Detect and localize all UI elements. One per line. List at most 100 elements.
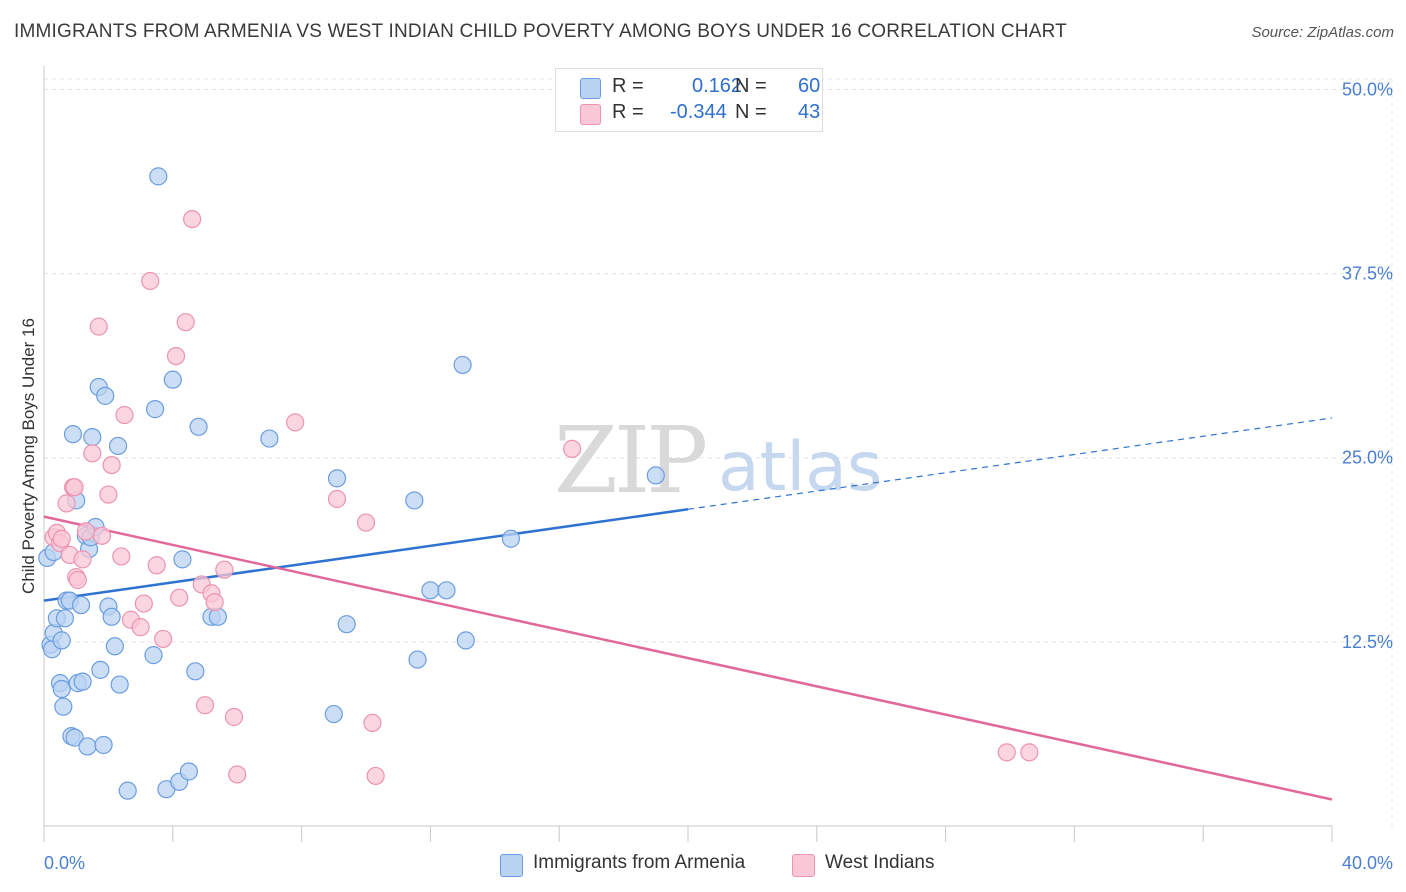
west-indians-point xyxy=(52,529,71,548)
armenia-swatch xyxy=(500,854,523,877)
y-tick-label: 50.0% xyxy=(1342,79,1393,99)
west-indians-point xyxy=(83,444,102,463)
west-indians-point xyxy=(205,592,224,612)
armenia-point xyxy=(96,386,115,405)
armenia-point xyxy=(144,646,163,665)
armenia-point xyxy=(421,581,440,600)
armenia-point xyxy=(55,609,75,628)
armenia-point xyxy=(456,631,475,650)
west-indians-point xyxy=(73,550,92,569)
armenia-point xyxy=(145,400,165,419)
watermark: ZIP atlas xyxy=(554,407,882,514)
armenia-point xyxy=(405,491,424,510)
data-points xyxy=(38,167,1039,800)
west-indians-point xyxy=(363,713,382,732)
source-credit: Source: ZipAtlas.com xyxy=(1251,24,1394,41)
west-indians-point xyxy=(134,594,153,613)
armenia-point xyxy=(149,167,168,186)
r-value: -0.344 xyxy=(670,101,727,123)
armenia-point xyxy=(52,631,71,650)
armenia-point xyxy=(71,595,91,615)
armenia-point xyxy=(260,429,279,448)
armenia-point xyxy=(83,428,102,447)
armenia-point xyxy=(208,607,227,626)
west-indians-point xyxy=(65,478,84,497)
armenia-point xyxy=(65,728,84,747)
n-value: 43 xyxy=(798,101,821,123)
west-indians-point xyxy=(166,346,186,366)
armenia-point xyxy=(110,675,129,694)
armenia-trend-extension xyxy=(687,417,1333,510)
west-indians-point xyxy=(89,317,108,336)
west-indians-point xyxy=(286,413,305,432)
x-tick-label: 0.0% xyxy=(44,853,85,873)
armenia-point xyxy=(52,679,71,699)
armenia-point xyxy=(646,466,665,485)
west-indians-point xyxy=(112,547,131,566)
armenia-swatch xyxy=(580,78,601,99)
armenia-point xyxy=(94,735,113,755)
svg-text:atlas: atlas xyxy=(718,428,882,507)
armenia-point xyxy=(324,704,343,724)
r-label: R = xyxy=(612,75,644,97)
armenia-point xyxy=(189,417,208,436)
west-indians-point xyxy=(57,494,76,513)
west-indians-point xyxy=(356,513,376,532)
armenia-point xyxy=(73,672,92,691)
armenia-point xyxy=(501,529,520,548)
west-indians-point xyxy=(997,743,1016,762)
west-indians-point xyxy=(92,526,112,545)
west-indians-point xyxy=(366,766,385,786)
west-indians-point xyxy=(131,618,150,637)
n-value: 60 xyxy=(798,75,821,97)
trend-lines xyxy=(43,417,1333,801)
west-indians-point xyxy=(141,271,160,291)
west-indians-point xyxy=(176,313,195,332)
x-tick-label: 40.0% xyxy=(1342,853,1393,873)
west-indians-point xyxy=(562,439,582,458)
armenia-point xyxy=(186,662,205,681)
west-indians-swatch xyxy=(580,104,601,125)
west-indians-trend-line xyxy=(43,515,1333,801)
legend-label: Immigrants from Armenia xyxy=(533,852,746,873)
west-indians-swatch xyxy=(792,854,815,877)
armenia-point xyxy=(437,581,456,600)
y-axis-label: Child Poverty Among Boys Under 16 xyxy=(19,318,38,594)
svg-text:ZIP: ZIP xyxy=(554,407,705,514)
y-tick-label: 37.5% xyxy=(1342,264,1393,284)
armenia-point xyxy=(54,697,73,716)
y-tick-label: 12.5% xyxy=(1342,632,1393,652)
armenia-point xyxy=(173,550,192,569)
west-indians-point xyxy=(170,588,189,607)
r-label: R = xyxy=(612,101,644,123)
west-indians-point xyxy=(327,489,347,509)
r-value: 0.162 xyxy=(692,75,743,97)
armenia-point xyxy=(118,781,137,800)
armenia-point xyxy=(163,370,182,389)
west-indians-point xyxy=(224,707,244,727)
armenia-point xyxy=(105,637,124,656)
west-indians-point xyxy=(154,629,173,649)
chart-title: IMMIGRANTS FROM ARMENIA VS WEST INDIAN C… xyxy=(14,21,1067,42)
n-label: N = xyxy=(735,101,767,123)
west-indians-point xyxy=(228,765,247,784)
west-indians-point xyxy=(1020,743,1039,762)
west-indians-point xyxy=(115,405,134,425)
correlation-legend: R = 0.162 N = 60 R = -0.344 N = 43 xyxy=(555,68,823,132)
axes xyxy=(43,66,1333,842)
armenia-point xyxy=(327,469,347,488)
y-tick-label: 25.0% xyxy=(1342,448,1393,468)
armenia-point xyxy=(108,436,128,456)
west-indians-point xyxy=(102,455,121,475)
west-indians-point xyxy=(99,485,118,504)
tick-labels: 12.5% 25.0% 37.5% 50.0% 0.0% 40.0% xyxy=(44,79,1393,873)
west-indians-point xyxy=(76,522,95,541)
west-indians-point xyxy=(215,560,234,579)
n-label: N = xyxy=(735,75,767,97)
armenia-point xyxy=(337,615,356,634)
armenia-point xyxy=(78,737,97,756)
armenia-point xyxy=(102,607,121,626)
armenia-point xyxy=(453,355,472,375)
west-indians-point xyxy=(147,556,166,575)
